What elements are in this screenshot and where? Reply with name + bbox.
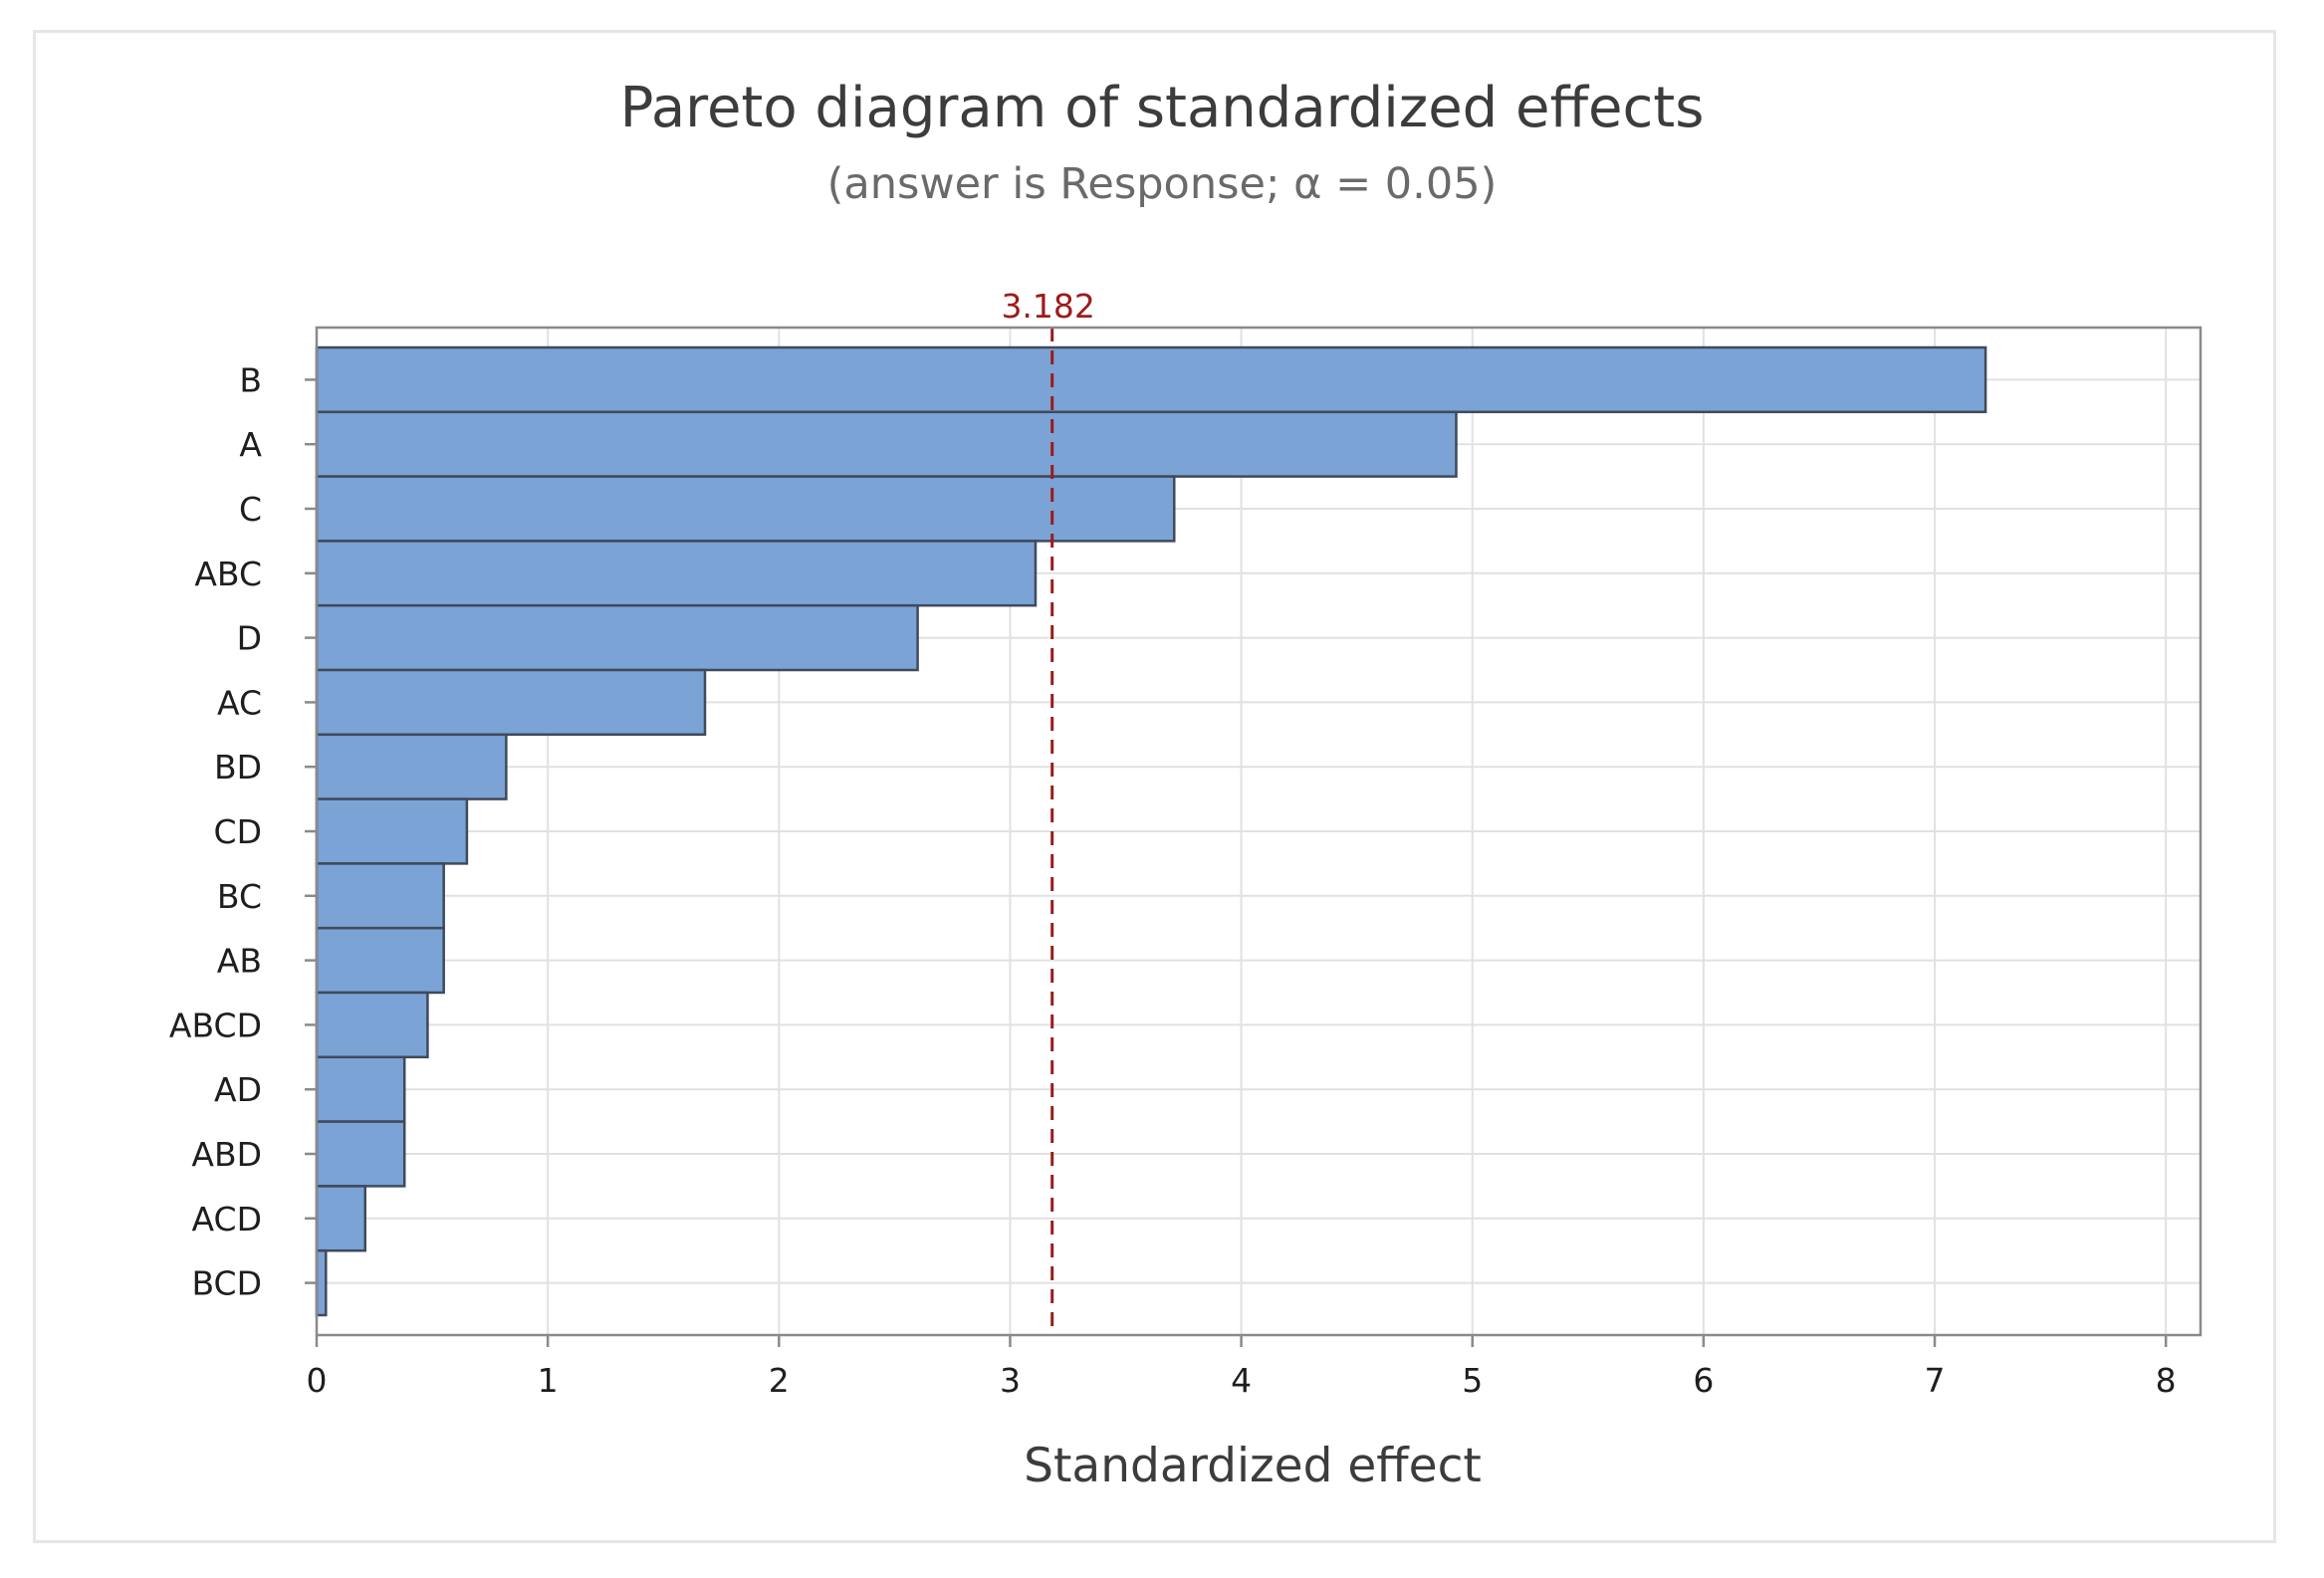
x-tick-label: 3 — [1000, 1361, 1021, 1400]
reference-line-group: 3.182 — [1001, 287, 1095, 1335]
y-tick-label: BD — [214, 748, 262, 787]
y-tick-label: ABCD — [169, 1006, 262, 1044]
bar-abd — [315, 1120, 406, 1188]
x-tick-label: 1 — [538, 1361, 559, 1400]
reference-line-label: 3.182 — [1001, 287, 1094, 326]
bar-b — [315, 345, 1987, 414]
chart-title: Pareto diagram of standardized effects — [619, 76, 1705, 140]
bar-acd — [315, 1185, 367, 1252]
x-tick-label: 4 — [1231, 1361, 1252, 1400]
x-tick-labels: 0 1 2 3 4 5 6 7 8 — [307, 1361, 2177, 1400]
x-tick-label: 7 — [1925, 1361, 1946, 1400]
bar-bcd — [315, 1248, 328, 1317]
bar-d — [315, 603, 919, 672]
bar-ac — [315, 668, 707, 737]
y-tick-label: AB — [217, 942, 262, 981]
bar-ad — [315, 1055, 406, 1123]
bar-a — [315, 410, 1458, 478]
y-tick-label: C — [239, 490, 262, 529]
x-tick-label: 8 — [2156, 1361, 2177, 1400]
y-tick-label: B — [239, 360, 262, 399]
bar-bc — [315, 862, 445, 930]
x-tick-label: 0 — [307, 1361, 328, 1400]
bar-bd — [315, 733, 508, 800]
bar-abcd — [315, 991, 429, 1059]
y-tick-label: A — [239, 425, 262, 464]
axes — [305, 326, 2203, 1347]
x-tick-label: 6 — [1693, 1361, 1714, 1400]
y-tick-label: ABC — [194, 555, 262, 593]
bar-c — [315, 475, 1176, 543]
y-tick-label: D — [237, 619, 262, 658]
x-tick-label: 2 — [769, 1361, 790, 1400]
y-tick-label: CD — [214, 812, 262, 851]
bars — [315, 345, 1987, 1317]
y-tick-label: ABD — [191, 1135, 262, 1174]
bar-cd — [315, 797, 469, 865]
chart-subtitle: (answer is Response; α = 0.05) — [826, 159, 1498, 209]
x-axis-label: Standardized effect — [1024, 1439, 1482, 1493]
y-tick-label: BCD — [191, 1264, 262, 1303]
y-tick-label: AC — [217, 683, 262, 722]
y-tick-label: AD — [214, 1070, 262, 1109]
y-tick-label: ACD — [192, 1200, 262, 1239]
bar-ab — [315, 926, 445, 995]
bar-abc — [315, 540, 1038, 607]
x-tick-label: 5 — [1462, 1361, 1483, 1400]
y-tick-label: BC — [217, 877, 262, 916]
